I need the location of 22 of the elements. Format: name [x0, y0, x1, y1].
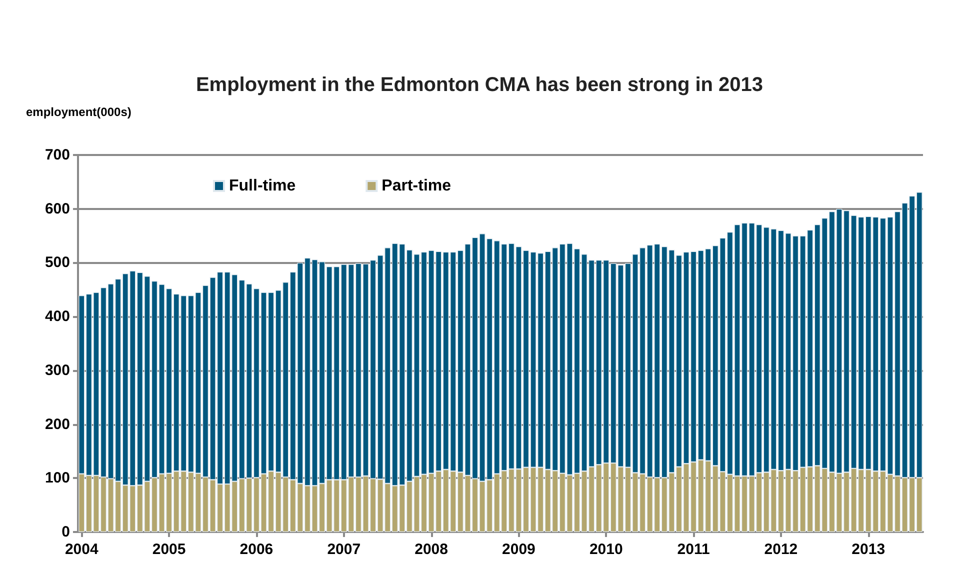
y-tick-label: 400 [44, 308, 70, 326]
legend-label: Full-time [229, 178, 296, 194]
x-tick-label: 2013 [852, 541, 886, 558]
y-tick-label: 200 [44, 416, 70, 433]
y-axis-title: employment(000s) [26, 105, 132, 119]
y-tick-label: 300 [44, 362, 70, 379]
y-tick-label: 700 [44, 146, 70, 164]
x-tick-label: 2004 [64, 541, 99, 558]
x-tick-label: 2007 [327, 541, 361, 558]
x-tick-label: 2009 [502, 541, 536, 558]
x-tick-label: 2011 [677, 541, 710, 558]
chart-title: Employment in the Edmonton CMA has been strong in 2013 [196, 74, 764, 96]
x-tick-label: 2010 [589, 541, 623, 558]
y-tick-label: 100 [44, 470, 70, 487]
x-tick-label: 2012 [764, 541, 798, 558]
x-tick-label: 2005 [152, 541, 186, 558]
y-tick-label: 0 [62, 524, 70, 540]
y-tick-label: 600 [44, 200, 70, 218]
x-tick-label: 2006 [240, 541, 274, 558]
x-tick-label: 2008 [414, 541, 448, 558]
legend-label: Part-time [382, 178, 452, 194]
y-tick-label: 500 [44, 254, 70, 272]
